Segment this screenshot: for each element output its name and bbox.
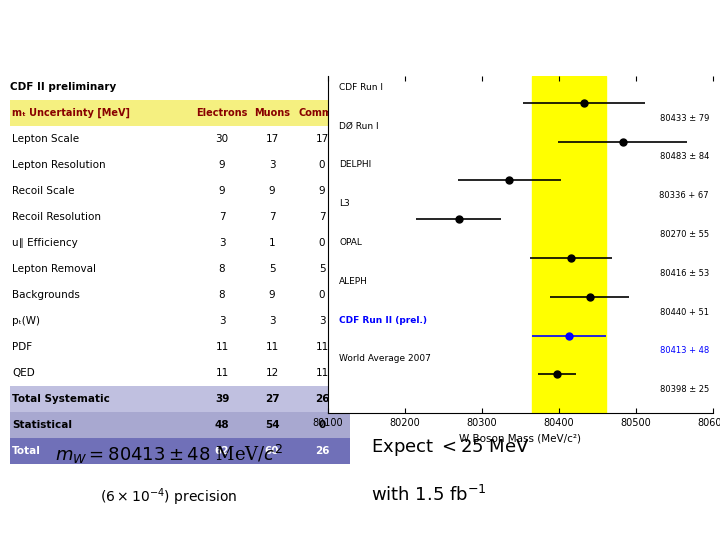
Text: Expect $< 25$ MeV: Expect $< 25$ MeV <box>371 437 529 458</box>
Text: 7: 7 <box>219 212 225 222</box>
Text: 80270 ± 55: 80270 ± 55 <box>660 230 709 239</box>
Text: OPAL: OPAL <box>339 238 362 247</box>
Text: $\it{W}$ boson mass uncertainties / result: $\it{W}$ boson mass uncertainties / resu… <box>83 19 637 51</box>
Text: 7: 7 <box>269 212 275 222</box>
Text: Recoil Scale: Recoil Scale <box>12 186 74 196</box>
Text: Common: Common <box>298 108 346 118</box>
Bar <box>10 438 350 464</box>
Text: DØ Run I: DØ Run I <box>339 122 379 131</box>
Text: 0: 0 <box>319 160 325 170</box>
Text: 0: 0 <box>318 420 325 430</box>
Bar <box>10 412 350 438</box>
Text: PDF: PDF <box>12 342 32 352</box>
Text: 9: 9 <box>319 186 325 196</box>
Text: 39: 39 <box>215 394 229 404</box>
Text: QED: QED <box>12 368 35 378</box>
X-axis label: W Boson Mass (MeV/c²): W Boson Mass (MeV/c²) <box>459 434 581 443</box>
Text: 60: 60 <box>265 446 279 456</box>
Text: 8: 8 <box>219 264 225 274</box>
Text: u∥ Efficiency: u∥ Efficiency <box>12 238 78 248</box>
Text: Lepton Scale: Lepton Scale <box>12 134 79 144</box>
Text: 80433 ± 79: 80433 ± 79 <box>660 113 709 123</box>
Text: DELPHI: DELPHI <box>339 160 372 170</box>
Text: Total: Total <box>12 446 41 456</box>
Text: 9: 9 <box>269 186 275 196</box>
Text: 3: 3 <box>269 160 275 170</box>
Text: 12: 12 <box>266 368 279 378</box>
Text: 3: 3 <box>319 316 325 326</box>
Text: 5: 5 <box>319 264 325 274</box>
Text: 11: 11 <box>215 368 229 378</box>
Text: 54: 54 <box>265 420 279 430</box>
Text: 11: 11 <box>315 342 328 352</box>
Text: pₜ(W): pₜ(W) <box>12 316 40 326</box>
Text: Backgrounds: Backgrounds <box>12 290 80 300</box>
Text: CDF Run I: CDF Run I <box>339 83 383 92</box>
Text: 80483 ± 84: 80483 ± 84 <box>660 152 709 161</box>
Text: 7: 7 <box>319 212 325 222</box>
Text: 5: 5 <box>269 264 275 274</box>
Text: 1: 1 <box>269 238 275 248</box>
Text: mₜ Uncertainty [MeV]: mₜ Uncertainty [MeV] <box>12 108 130 118</box>
Text: 62: 62 <box>215 446 229 456</box>
Text: 80440 + 51: 80440 + 51 <box>660 308 709 316</box>
Text: 3: 3 <box>269 316 275 326</box>
Text: $m_W = 80413 \pm 48$ MeV/$c^2$: $m_W = 80413 \pm 48$ MeV/$c^2$ <box>55 443 283 465</box>
Text: 0: 0 <box>319 238 325 248</box>
Text: $(6 \times 10^{-4})$ precision: $(6 \times 10^{-4})$ precision <box>100 487 238 509</box>
Text: 11: 11 <box>315 368 328 378</box>
Text: CDF Run II (prel.): CDF Run II (prel.) <box>339 316 427 325</box>
Text: 30: 30 <box>215 134 228 144</box>
Text: Statistical: Statistical <box>12 420 72 430</box>
Text: 27: 27 <box>265 394 279 404</box>
Text: Lepton Resolution: Lepton Resolution <box>12 160 106 170</box>
Text: 3: 3 <box>219 238 225 248</box>
Text: 80416 ± 53: 80416 ± 53 <box>660 269 709 278</box>
Text: 8: 8 <box>219 290 225 300</box>
Text: Total Systematic: Total Systematic <box>12 394 110 404</box>
Text: with 1.5 fb$^{-1}$: with 1.5 fb$^{-1}$ <box>371 485 487 505</box>
Text: World Average 2007: World Average 2007 <box>339 354 431 363</box>
Bar <box>10 100 350 126</box>
Text: Lepton Removal: Lepton Removal <box>12 264 96 274</box>
Text: 9: 9 <box>269 290 275 300</box>
Text: L3: L3 <box>339 199 350 208</box>
Text: 17: 17 <box>315 134 328 144</box>
Text: 80413 + 48: 80413 + 48 <box>660 346 709 355</box>
Text: 3: 3 <box>219 316 225 326</box>
Bar <box>532 76 606 413</box>
Text: 26: 26 <box>315 394 329 404</box>
Text: 9: 9 <box>219 186 225 196</box>
Text: 17: 17 <box>266 134 279 144</box>
Text: 11: 11 <box>266 342 279 352</box>
Text: 26: 26 <box>315 446 329 456</box>
Text: 48: 48 <box>215 420 229 430</box>
Text: Muons: Muons <box>254 108 290 118</box>
Text: 0: 0 <box>319 290 325 300</box>
Text: ALEPH: ALEPH <box>339 277 368 286</box>
Text: L = 200 pb⁻¹: L = 200 pb⁻¹ <box>355 82 428 92</box>
Text: Recoil Resolution: Recoil Resolution <box>12 212 101 222</box>
Text: 80398 ± 25: 80398 ± 25 <box>660 385 709 394</box>
Text: CDF II preliminary: CDF II preliminary <box>10 82 116 92</box>
Text: Electrons: Electrons <box>197 108 248 118</box>
Bar <box>10 386 350 412</box>
Text: 80336 + 67: 80336 + 67 <box>660 191 709 200</box>
Text: 9: 9 <box>219 160 225 170</box>
Text: 11: 11 <box>215 342 229 352</box>
